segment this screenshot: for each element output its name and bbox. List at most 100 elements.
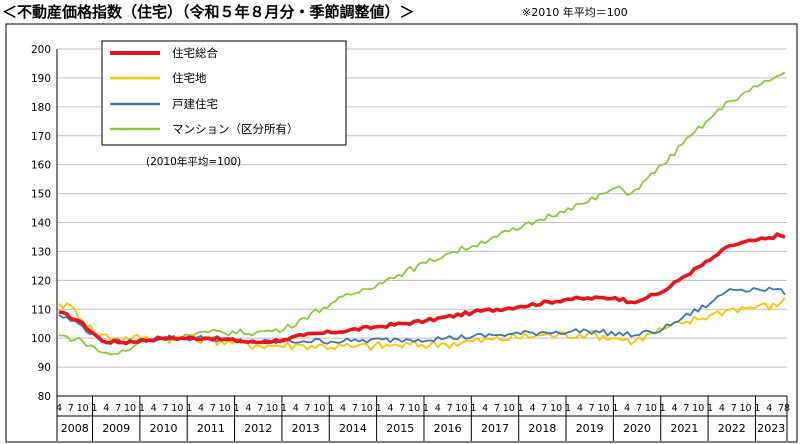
y-tick-100: 100 [31,333,51,345]
month-label-2011-4: 4 [198,403,204,414]
month-label-2010-7: 7 [162,403,168,414]
month-label-2016-7: 7 [447,403,453,414]
month-label-2019-10: 10 [597,403,609,414]
page-title: ＜不動産価格指数（住宅）（令和５年８月分・季節調整値）＞ [2,3,415,21]
month-label-2021-7: 7 [683,403,689,414]
y-tick-80: 80 [38,391,51,403]
year-label-2008: 2008 [61,422,89,435]
legend-label-mansion: マンション（区分所有） [172,122,299,136]
legend-label-sogo: 住宅総合 [172,46,218,60]
month-label-2017-4: 4 [482,403,488,414]
y-tick-120: 120 [31,275,51,287]
year-label-2018: 2018 [528,422,556,435]
month-label-2013-10: 10 [313,403,325,414]
month-label-2015-4: 4 [387,403,393,414]
month-label-2016-1: 1 [423,403,429,414]
y-tick-150: 150 [31,189,51,201]
month-label-2022-10: 10 [740,403,752,414]
month-label-last: 8 [784,403,790,414]
year-label-2010: 2010 [150,422,178,435]
month-label-2020-1: 1 [612,403,618,414]
year-label-2017: 2017 [481,422,509,435]
month-label-2015-10: 10 [408,403,420,414]
y-tick-130: 130 [31,246,51,258]
month-label-2009-10: 10 [124,403,136,414]
month-label-2014-1: 1 [328,403,334,414]
y-tick-190: 190 [31,73,51,85]
month-label-2023-4: 4 [766,403,772,414]
month-label-2023-1: 1 [754,403,760,414]
month-label-2020-10: 10 [645,403,657,414]
series-group [58,71,786,356]
month-label-2011-10: 10 [219,403,231,414]
month-label-2012-4: 4 [245,403,251,414]
month-label-2021-10: 10 [692,403,704,414]
legend-label-takuchi: 住宅地 [172,71,207,85]
month-label-2022-1: 1 [707,403,713,414]
legend: 住宅総合 住宅地 戸建住宅 マンション（区分所有） [101,40,347,146]
month-label-2009-7: 7 [115,403,121,414]
legend-box [101,40,347,146]
year-label-2014: 2014 [339,422,367,435]
year-label-2021: 2021 [670,422,698,435]
month-label-2019-4: 4 [577,403,583,414]
year-label-2013: 2013 [292,422,320,435]
month-label-2012-1: 1 [234,403,240,414]
month-label-2018-4: 4 [529,403,535,414]
month-label-2014-10: 10 [361,403,373,414]
month-label-2023-7: 7 [778,403,784,414]
year-label-2015: 2015 [386,422,414,435]
year-label-2012: 2012 [244,422,272,435]
month-label-2020-4: 4 [624,403,630,414]
month-label-2008-7: 7 [68,403,74,414]
y-tick-180: 180 [31,102,51,114]
month-label-2010-10: 10 [171,403,183,414]
year-label-2009: 2009 [102,422,130,435]
y-tick-140: 140 [31,218,51,230]
month-label-2010-1: 1 [139,403,145,414]
month-label-2022-4: 4 [719,403,725,414]
year-label-2022: 2022 [718,422,746,435]
month-label-2013-1: 1 [281,403,287,414]
month-label-2014-4: 4 [340,403,346,414]
month-label-2015-7: 7 [399,403,405,414]
month-label-2009-4: 4 [103,403,109,414]
month-label-2021-4: 4 [672,403,678,414]
year-label-2020: 2020 [623,422,651,435]
legend-label-kodate: 戸建住宅 [172,97,218,111]
month-label-2012-7: 7 [257,403,263,414]
month-label-2016-4: 4 [435,403,441,414]
month-label-2014-7: 7 [352,403,358,414]
y-tick-160: 160 [31,160,51,172]
year-label-2023: 2023 [757,422,785,435]
month-label-2017-7: 7 [494,403,500,414]
month-label-2018-1: 1 [518,403,524,414]
month-label-2019-1: 1 [565,403,571,414]
month-label-2011-7: 7 [210,403,216,414]
month-label-2017-10: 10 [503,403,515,414]
y-tick-90: 90 [38,362,51,374]
month-label-2018-10: 10 [550,403,562,414]
month-label-2008-4: 4 [56,403,62,414]
year-label-2016: 2016 [434,422,462,435]
year-label-2011: 2011 [197,422,225,435]
month-label-2013-7: 7 [305,403,311,414]
grid [57,48,787,397]
y-tick-170: 170 [31,131,51,143]
year-label-2019: 2019 [576,422,604,435]
month-label-2017-1: 1 [470,403,476,414]
y-tick-110: 110 [31,304,51,316]
y-axis: 80 90 100 110 120 130 140 150 160 170 180 190 200 [31,44,787,403]
month-label-2011-1: 1 [186,403,192,414]
month-label-2009-1: 1 [91,403,97,414]
month-label-2015-1: 1 [376,403,382,414]
chart-annotation: (2010年平均=100) [146,155,241,168]
month-label-2010-4: 4 [151,403,157,414]
month-label-2013-4: 4 [293,403,299,414]
month-label-2019-7: 7 [589,403,595,414]
month-label-2008-10: 10 [77,403,89,414]
month-label-2022-7: 7 [731,403,737,414]
month-label-2012-10: 10 [266,403,278,414]
